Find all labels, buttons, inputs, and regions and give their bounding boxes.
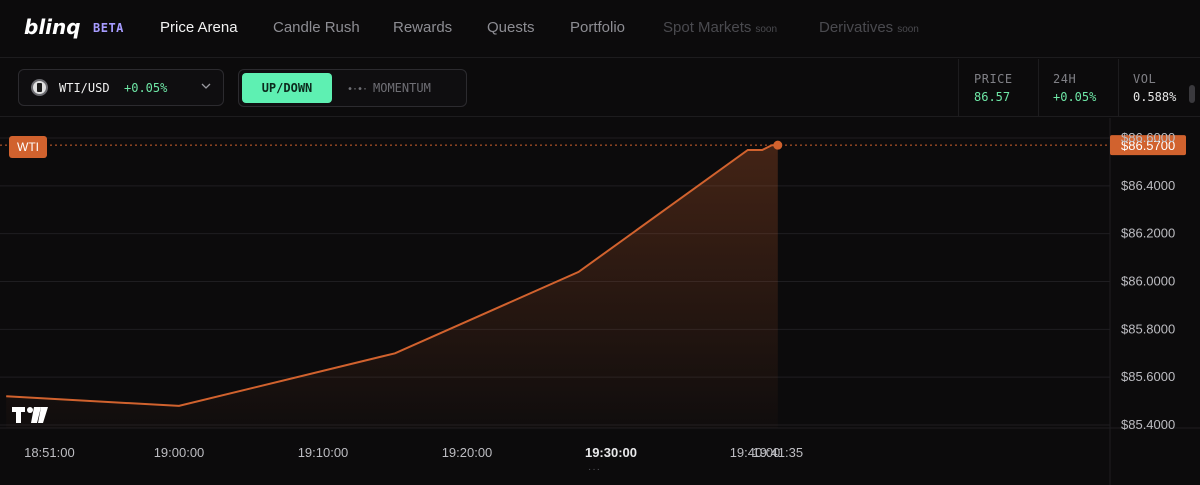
nav-spot-markets: Spot Markets soon [663, 19, 777, 36]
mode-updown-button[interactable]: UP/DOWN [242, 73, 332, 103]
soon-badge: soon [755, 24, 778, 35]
current-price-tag [1110, 135, 1186, 156]
stat-24h-label: 24H [1053, 72, 1077, 86]
y-tick-label: $86.2000 [1121, 226, 1175, 241]
price-chart-canvas[interactable]: $86.5700 $85.4000 $85.6000 $85.8000 $86.000… [0, 118, 1200, 485]
tradingview-logo[interactable] [12, 405, 48, 425]
stat-price: PRICE 86.57 [958, 59, 1038, 117]
y-tick-label: $85.6000 [1121, 369, 1175, 384]
x-tick-label: 19:20:00 [442, 445, 493, 460]
x-tick-label: 19:41:35 [752, 445, 803, 460]
stat-vol: VOL 0.588% [1118, 59, 1200, 117]
nav-derivatives: Derivatives soon [819, 19, 919, 36]
pair-selector[interactable]: WTI/USD +0.05% [18, 69, 224, 106]
nav-rewards[interactable]: Rewards [393, 19, 453, 36]
chevron-down-icon [201, 83, 211, 89]
x-tick-label: 19:40:00 [730, 445, 781, 460]
price-area [6, 145, 778, 428]
market-toolbar: WTI/USD +0.05% UP/DOWN •·•· MOMENTUM PRIC… [0, 59, 1200, 117]
price-series-line [6, 144, 778, 407]
top-nav: blinq BETA Price Arena Candle Rush Rewar… [0, 0, 1200, 58]
symbol-tag: WTI [9, 136, 47, 158]
pair-name: WTI/USD [59, 81, 110, 95]
nav-quests[interactable]: Quests [487, 19, 535, 36]
toolbar-scrollbar[interactable] [1189, 85, 1195, 103]
nav-candle-rush[interactable]: Candle Rush [273, 19, 360, 36]
resize-handle[interactable]: ··· [588, 464, 601, 475]
stat-vol-label: VOL [1133, 72, 1157, 86]
stat-24h: 24H +0.05% [1038, 59, 1118, 117]
pair-change: +0.05% [124, 81, 168, 95]
soon-badge: soon [897, 24, 919, 35]
x-tick-label: 19:30:00 [585, 445, 637, 460]
stat-24h-value: +0.05% [1053, 90, 1097, 104]
y-tick-label: $86.6000 [1121, 130, 1175, 145]
beta-badge: BETA [93, 21, 124, 35]
x-tick-label: 18:51:00 [24, 445, 75, 460]
mode-momentum-label: MOMENTUM [373, 81, 431, 95]
y-tick-label: $86.4000 [1121, 178, 1175, 193]
nav-price-arena[interactable]: Price Arena [160, 19, 238, 36]
oil-barrel-icon [31, 79, 48, 96]
momentum-icon: •·•· [347, 84, 368, 95]
mode-momentum-button[interactable]: •·•· MOMENTUM [347, 73, 463, 103]
x-tick-label: 19:10:00 [298, 445, 349, 460]
stat-vol-value: 0.588% [1133, 90, 1177, 104]
blinq-logo[interactable]: blinq [24, 15, 80, 41]
last-price-dot [773, 140, 783, 150]
nav-derivatives-label: Derivatives [819, 19, 894, 36]
x-tick-label: 19:00:00 [154, 445, 205, 460]
y-tick-label: $86.0000 [1121, 274, 1175, 289]
stat-price-label: PRICE [974, 72, 1013, 86]
nav-spot-markets-label: Spot Markets [663, 19, 752, 36]
price-chart[interactable]: $86.5700 $85.4000 $85.6000 $85.8000 $86.000… [0, 118, 1200, 485]
stat-price-value: 86.57 [974, 90, 1011, 104]
nav-portfolio[interactable]: Portfolio [570, 19, 626, 36]
y-tick-label: $85.8000 [1121, 321, 1175, 336]
mode-toggle: UP/DOWN •·•· MOMENTUM [238, 69, 467, 107]
current-price-label: $86.5700 [1121, 138, 1175, 153]
y-tick-label: $85.4000 [1121, 417, 1175, 432]
svg-text:blinq: blinq [24, 15, 80, 39]
